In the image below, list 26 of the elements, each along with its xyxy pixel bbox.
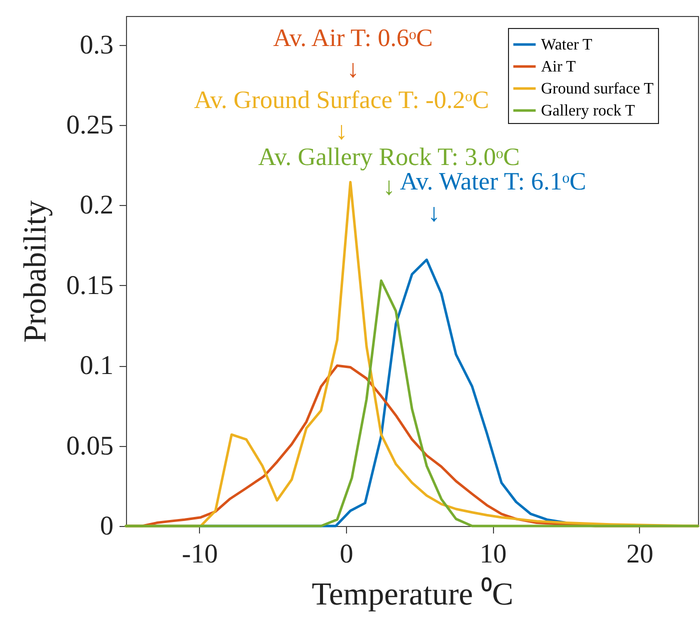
legend-label: Water T [541, 36, 593, 54]
y-tick-label: 0.1 [80, 350, 114, 380]
legend-label: Air T [541, 58, 576, 76]
annotation: Av. Gallery Rock T: 3.0ᵒC [258, 144, 520, 171]
y-tick-label: 0 [100, 510, 114, 540]
y-tick-label: 0.3 [80, 29, 114, 60]
legend-label: Gallery rock T [541, 102, 636, 120]
y-axis-title: Probability [16, 200, 52, 343]
y-tick-label: 0.25 [66, 110, 114, 140]
x-tick-label: 10 [480, 538, 507, 568]
y-tick-label: 0.15 [66, 270, 114, 300]
annotation: Av. Ground Surface T: -0.2ᵒC [194, 87, 490, 114]
y-tick-label: 0.05 [66, 430, 114, 460]
x-tick-label: 0 [340, 538, 354, 568]
x-axis-title: Temperature ⁰C [312, 576, 514, 612]
x-tick-label: -10 [182, 538, 218, 568]
annotation: Av. Water T: 6.1ᵒC [400, 168, 586, 196]
annotation: ↓ [335, 118, 348, 145]
legend-label: Ground surface T [541, 80, 654, 98]
annotation: ↓ [428, 200, 440, 227]
annotation: Av. Air T: 0.6ᵒC [273, 25, 433, 52]
x-tick-label: 20 [626, 538, 654, 568]
line-series [124, 279, 700, 528]
y-tick-label: 0.2 [80, 190, 114, 220]
annotation: ↓ [382, 174, 396, 201]
annotation: ↓ [346, 56, 360, 83]
